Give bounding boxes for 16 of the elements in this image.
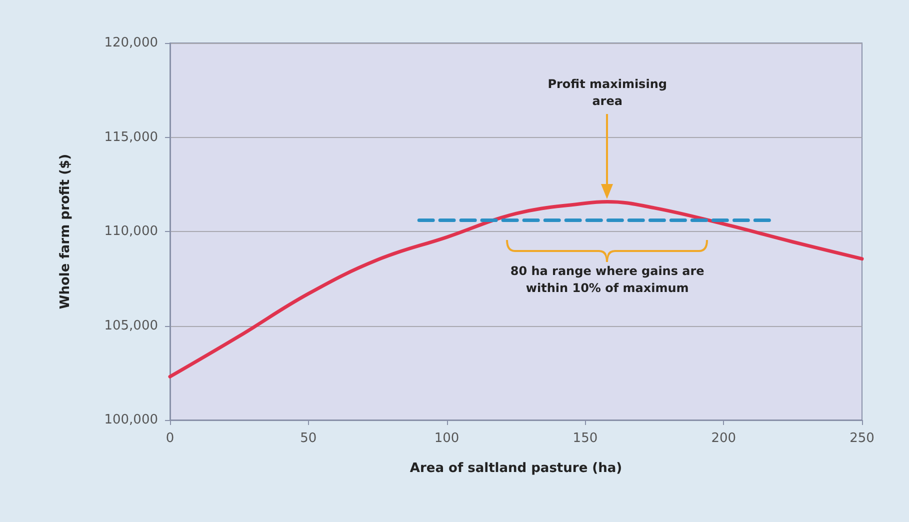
x-tick-label: 50 [300, 431, 317, 446]
x-tick-label: 250 [850, 431, 874, 446]
y-tick-label: 105,000 [104, 318, 158, 334]
y-axis-title: Whole farm profit ($) [58, 154, 73, 310]
annotation: 80 ha range where gains are within 10% of maximum [509, 262, 706, 297]
x-tick-label: 150 [572, 431, 598, 446]
x-axis-title: Area of saltland pasture (ha) [410, 461, 622, 476]
line-series [168, 200, 864, 378]
x-tick-label: 200 [711, 431, 736, 446]
y-tick-label: 120,000 [104, 36, 158, 50]
x-tick-label: 100 [434, 431, 460, 446]
x-tick-label: 0 [166, 431, 174, 446]
y-tick-label: 110,000 [104, 224, 158, 239]
annotation: Profit maximising area [546, 76, 668, 110]
y-tick-label: 100,000 [104, 412, 158, 428]
y-tick-label: 115,000 [104, 130, 158, 145]
